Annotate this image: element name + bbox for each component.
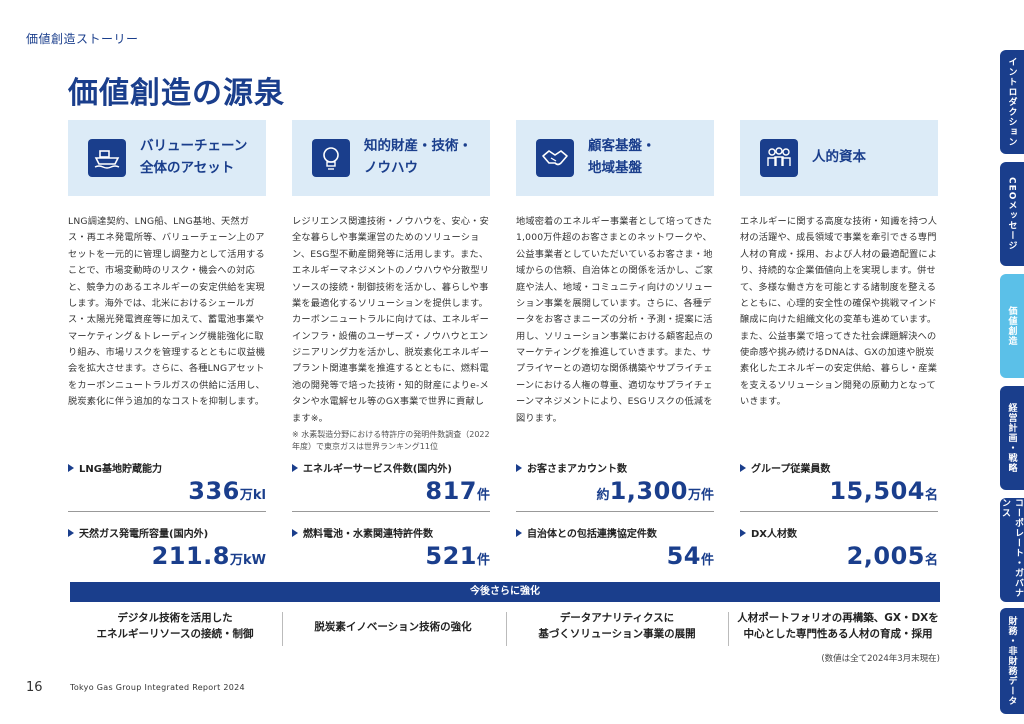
column-value-chain: バリューチェーン 全体のアセット LNG調達契約、LNG船、LNG基地、天然ガス… [68,120,266,411]
side-tab-value-creation[interactable]: 価値創造 [1000,274,1024,378]
column-human-capital: 人的資本 エネルギーに関する高度な技術・知識を持つ人材の活躍や、成長領域で事業を… [740,120,938,411]
handshake-icon [536,139,574,177]
column-intellectual-property: 知的財産・技術・ ノウハウ レジリエンス関連技術・ノウハウを、安心・安全な暮らし… [292,120,490,453]
triangle-bullet-icon [68,528,74,537]
triangle-bullet-icon [292,463,298,472]
column-customer-base: 顧客基盤・ 地域基盤 地域密着のエネルギー事業者として培ってきた1,000万件超… [516,120,714,427]
card-title: 顧客基盤・ 地域基盤 [588,138,656,176]
future-item: デジタル技術を活用した エネルギーリソースの接続・制御 [96,612,254,641]
future-item: 人材ポートフォリオの再構築、GX・DXを 中心とした専門性ある人材の育成・採用 [737,612,939,641]
triangle-bullet-icon [740,528,746,537]
column-body: 地域密着のエネルギー事業者として培ってきた1,000万件超のお客さまとのネットワ… [516,216,714,424]
page-title: 価値創造の源泉 [68,76,285,111]
card-header: バリューチェーン 全体のアセット [68,120,266,196]
ship-icon [88,139,126,177]
card-header: 顧客基盤・ 地域基盤 [516,120,714,196]
metric-lng-storage: LNG基地貯蔵能力 336万kl [68,460,266,512]
metric-energy-services: エネルギーサービス件数(国内外) 817件 [292,460,490,512]
side-tab-introduction[interactable]: イントロダクション [1000,50,1024,154]
divider [740,511,938,512]
strengthen-banner: 今後さらに強化 [70,582,940,602]
card-title: バリューチェーン 全体のアセット [140,138,248,176]
triangle-bullet-icon [740,463,746,472]
triangle-bullet-icon [516,463,522,472]
divider [292,511,490,512]
metric-patents: 燃料電池・水素関連特許件数 521件 [292,525,490,570]
metric-customer-accounts: お客さまアカウント数 約1,300万件 [516,460,714,512]
people-icon [760,139,798,177]
lightbulb-icon [312,139,350,177]
card-header: 知的財産・技術・ ノウハウ [292,120,490,196]
divider [68,511,266,512]
page-number: 16 [26,680,43,695]
divider [506,612,507,646]
breadcrumb: 価値創造ストーリー [26,32,139,46]
metric-dx-talent: DX人材数 2,005名 [740,525,938,570]
card-title: 知的財産・技術・ ノウハウ [364,138,472,176]
triangle-bullet-icon [68,463,74,472]
column-body: LNG調達契約、LNG船、LNG基地、天然ガス・再エネ発電所等、バリューチェーン… [68,216,266,408]
column-body: エネルギーに関する高度な技術・知識を持つ人材の活躍や、成長領域で事業を牽引できる… [740,216,938,408]
divider [282,612,283,646]
future-item: 脱炭素イノベーション技術の強化 [314,621,472,633]
side-tab-strategy[interactable]: 経営計画・戦略 [1000,386,1024,490]
side-tab-ceo-message[interactable]: CEOメッセージ [1000,162,1024,266]
triangle-bullet-icon [292,528,298,537]
future-item: データアナリティクスに 基づくソリューション事業の展開 [538,612,696,641]
report-name: Tokyo Gas Group Integrated Report 2024 [70,683,245,692]
card-header: 人的資本 [740,120,938,196]
side-tab-data[interactable]: 財務・非財務データ [1000,608,1024,714]
divider [728,612,729,646]
triangle-bullet-icon [516,528,522,537]
column-note: ※ 水素製造分野における特許庁の発明件数調査（2022年度）で東京ガスは世界ラン… [292,429,490,451]
column-body: レジリエンス関連技術・ノウハウを、安心・安全な暮らしや事業運営のためのソリューシ… [292,216,490,424]
card-title: 人的資本 [812,149,866,166]
divider [516,511,714,512]
side-tab-governance[interactable]: コーポレート・ガバナンス [1000,498,1024,602]
footnote: (数値は全て2024年3月末現在) [821,654,940,664]
metric-employees: グループ従業員数 15,504名 [740,460,938,512]
metric-municipal-agreements: 自治体との包括連携協定件数 54件 [516,525,714,570]
metric-power-capacity: 天然ガス発電所容量(国内外) 211.8万kW [68,525,266,570]
